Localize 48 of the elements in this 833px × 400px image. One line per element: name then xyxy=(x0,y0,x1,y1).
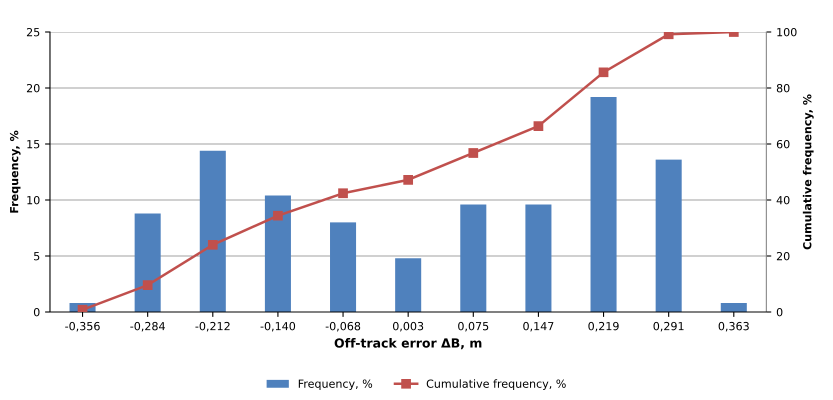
y2-tick-label: 40 xyxy=(776,196,790,204)
x-tick-label: -0,284 xyxy=(130,322,165,332)
point xyxy=(664,32,674,40)
y-tick-label: 10 xyxy=(27,196,40,204)
x-tick-label: -0,212 xyxy=(195,322,230,332)
point xyxy=(598,67,608,78)
x-tick-label: 0,363 xyxy=(718,322,749,332)
bar xyxy=(590,96,617,312)
y2-axis-title: Cumulative frequency, % xyxy=(802,94,814,250)
point xyxy=(534,121,544,131)
bar xyxy=(264,196,291,312)
bar xyxy=(656,160,682,312)
point xyxy=(142,280,153,290)
x-tick-label: 0,003 xyxy=(393,322,424,332)
point xyxy=(208,240,218,250)
point xyxy=(273,210,283,221)
bar xyxy=(525,204,552,312)
x-tick-label: 0,219 xyxy=(588,322,619,332)
y-tick-label: 25 xyxy=(26,28,40,36)
x-tick-label: 0,075 xyxy=(458,322,488,332)
x-tick-label: 0,291 xyxy=(654,322,684,332)
y2-tick-label: 100 xyxy=(777,28,797,36)
bar xyxy=(134,213,161,312)
x-tick-label: -0,140 xyxy=(260,322,296,332)
y-tick-label: 0 xyxy=(34,308,40,316)
legend-label: Frequency, % xyxy=(298,379,372,390)
y-tick-label: 5 xyxy=(34,252,40,260)
x-axis-title: Off-track error ΔB, m xyxy=(334,338,482,350)
point xyxy=(78,304,88,312)
bar xyxy=(720,303,747,312)
y-tick-label: 15 xyxy=(27,140,40,148)
bar xyxy=(395,258,422,312)
x-tick-label: -0,068 xyxy=(326,322,360,332)
y2-tick-label: 0 xyxy=(776,308,782,316)
point xyxy=(468,148,478,158)
bar xyxy=(200,150,226,312)
y2-tick-label: 80 xyxy=(776,84,790,92)
bar xyxy=(330,222,356,312)
point xyxy=(403,174,414,185)
y-tick-label: 20 xyxy=(26,84,40,92)
x-tick-label: 0,147 xyxy=(523,322,554,332)
point xyxy=(338,188,348,198)
x-tick-label: -0,356 xyxy=(65,322,100,332)
bar xyxy=(460,204,486,312)
y2-tick-label: 60 xyxy=(776,140,790,148)
y-axis-title: Frequency, % xyxy=(10,130,21,213)
y2-tick-label: 20 xyxy=(776,252,790,260)
legend-label: Cumulative frequency, % xyxy=(426,379,566,390)
